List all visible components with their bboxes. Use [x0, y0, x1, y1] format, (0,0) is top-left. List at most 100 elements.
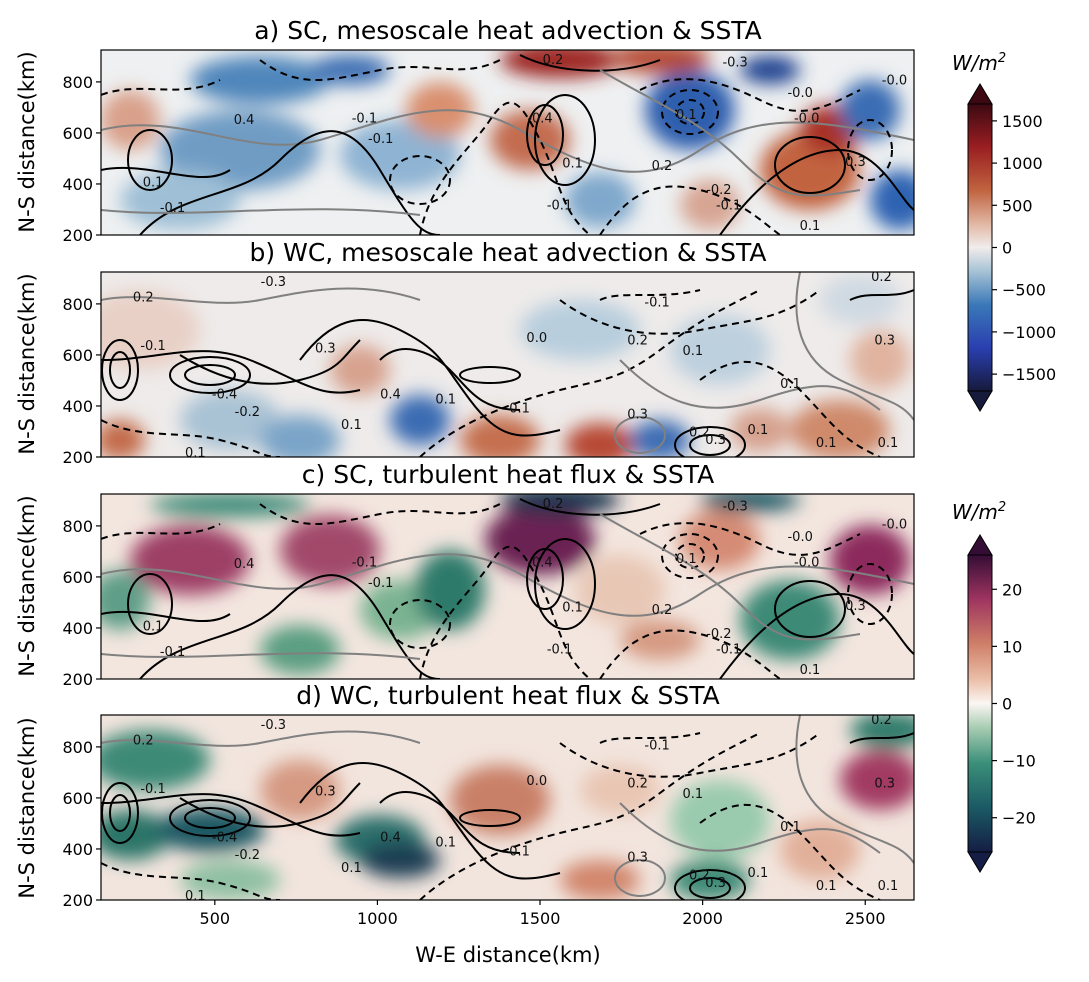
- contour-label: -0.1: [140, 339, 165, 354]
- contour-label: 0.4: [380, 830, 401, 845]
- contour-label: 0.2: [871, 713, 892, 728]
- contour-label: 0.1: [676, 108, 697, 123]
- y-tick-label: 600: [62, 568, 93, 587]
- contour-label: 0.2: [689, 426, 710, 441]
- contour-label: 0.1: [780, 820, 801, 835]
- contour-label: 0.1: [185, 889, 206, 904]
- x-tick-label: 1500: [520, 909, 561, 928]
- contour-label: 0.2: [871, 270, 892, 285]
- colorbar-top-ticks: 1500 1000 500 0 −500 −1000 −1500: [992, 112, 1056, 384]
- colorbar-bottom: W/m2 20 10 0 −10 −20: [952, 500, 1036, 873]
- panel-c-contours: [101, 498, 914, 679]
- contour-label: -0.1: [368, 132, 393, 147]
- contour-label: -0.1: [716, 642, 741, 657]
- colorbar-tick-label: −1000: [1002, 323, 1056, 342]
- colorbar-bottom-unit: W/m2: [952, 500, 1006, 524]
- contour-label: 0.3: [705, 433, 726, 448]
- colorbar-bottom-extend-max: [967, 534, 993, 556]
- contour-label: 0.4: [380, 387, 401, 402]
- contour-label: 0.1: [800, 219, 821, 234]
- y-axis-label-b: N-S distance(km): [15, 273, 39, 454]
- y-tick-label: 400: [62, 840, 93, 859]
- panel-a: a) SC, mesoscale heat advection & SSTA: [62, 16, 915, 245]
- contour-label: -0.1: [140, 782, 165, 797]
- contour-label: -0.2: [235, 848, 260, 863]
- colorbar-tick-label: 20: [1002, 580, 1022, 599]
- panel-a-field: [101, 50, 914, 230]
- contour-label: -0.4: [212, 387, 237, 402]
- contour-label: -0.3: [261, 275, 286, 290]
- colorbar-tick-label: −1500: [1002, 365, 1056, 384]
- contour-label: 0.1: [562, 156, 583, 171]
- panel-b-y-axis: 200 400 600 800: [62, 295, 101, 467]
- panel-d-x-axis: 500 1000 1500 2000 2500: [200, 900, 886, 928]
- contour-label: -0.0: [882, 73, 907, 88]
- contour-label: -0.0: [794, 556, 819, 571]
- contour-label: 0.1: [878, 879, 899, 894]
- contour-label: -0.4: [527, 556, 552, 571]
- panel-b-frame: [100, 271, 915, 458]
- panel-a-y-axis: 200 400 600 800: [62, 73, 101, 245]
- colorbar-tick-label: −20: [1002, 809, 1036, 828]
- contour-label: -0.4: [527, 112, 552, 127]
- contour-label: -0.2: [235, 405, 260, 420]
- contour-label: -0.1: [160, 201, 185, 216]
- contour-label: -0.1: [368, 576, 393, 591]
- panel-d-title: d) WC, turbulent heat flux & SSTA: [296, 681, 719, 710]
- contour-label: 0.2: [133, 733, 154, 748]
- y-tick-label: 600: [62, 346, 93, 365]
- colorbar-top-extend-min: [967, 390, 993, 412]
- colorbar-tick-label: 10: [1002, 637, 1022, 656]
- panel-b-field: [101, 275, 910, 457]
- contour-label: 0.3: [874, 777, 895, 792]
- panel-a-contours: [101, 54, 914, 235]
- contour-label: 0.4: [234, 113, 255, 128]
- contour-label: 0.4: [234, 557, 255, 572]
- y-tick-label: 200: [62, 670, 93, 689]
- x-tick-label: 1000: [357, 909, 398, 928]
- y-tick-label: 200: [62, 891, 93, 910]
- panel-a-frame: [100, 49, 915, 236]
- contour-label: 0.1: [816, 436, 837, 451]
- contour-label: 0.1: [676, 552, 697, 567]
- contour-label: 0.1: [341, 861, 362, 876]
- panel-b-title: b) WC, mesoscale heat advection & SSTA: [250, 238, 767, 267]
- colorbar-tick-label: 0: [1002, 695, 1012, 714]
- colorbar-tick-label: −10: [1002, 752, 1036, 771]
- contour-label: 0.1: [341, 418, 362, 433]
- colorbar-bottom-bar: [967, 554, 993, 853]
- contour-label: -0.1: [644, 738, 669, 753]
- y-tick-label: 800: [62, 517, 93, 536]
- x-tick-label: 500: [200, 909, 231, 928]
- panel-c-y-axis: 200 400 600 800: [62, 517, 101, 689]
- colorbar-tick-label: 0: [1002, 239, 1012, 258]
- panel-c-title: c) SC, turbulent heat flux & SSTA: [302, 460, 714, 489]
- contour-label: 0.2: [543, 497, 564, 512]
- y-tick-label: 400: [62, 619, 93, 638]
- contour-label: 0.1: [748, 866, 769, 881]
- x-tick-label: 2500: [845, 909, 886, 928]
- colorbar-bottom-extend-min: [967, 851, 993, 873]
- y-tick-label: 600: [62, 124, 93, 143]
- contour-label: -0.2: [706, 627, 731, 642]
- contour-label: -0.4: [212, 830, 237, 845]
- contour-label: 0.1: [878, 436, 899, 451]
- contour-label: 0.2: [627, 334, 648, 349]
- contour-label: -0.0: [882, 517, 907, 532]
- contour-label: 0.1: [800, 663, 821, 678]
- colorbar-top: W/m2 1500 1000 500 0 −500 −1000 −1500: [952, 51, 1056, 412]
- contour-label: 0.3: [315, 784, 336, 799]
- contour-label: -0.1: [505, 401, 530, 416]
- contour-label: -0.2: [706, 183, 731, 198]
- contour-label: -0.0: [787, 530, 812, 545]
- contour-label: 0.2: [133, 290, 154, 305]
- panel-b-contours: [101, 272, 914, 457]
- panel-c-contour-labels: 0.1 -0.1 -0.1 -0.1 0.2 -0.0 0.1 0.2 -0.2 0.3 0.1 -0…: [143, 497, 907, 678]
- contour-label: -0.1: [547, 198, 572, 213]
- panel-d-contours: [101, 715, 914, 900]
- contour-label: 0.2: [652, 159, 673, 174]
- contour-label: 0.1: [683, 344, 704, 359]
- colorbar-top-bar: [967, 103, 993, 392]
- contour-label: 0.2: [652, 603, 673, 618]
